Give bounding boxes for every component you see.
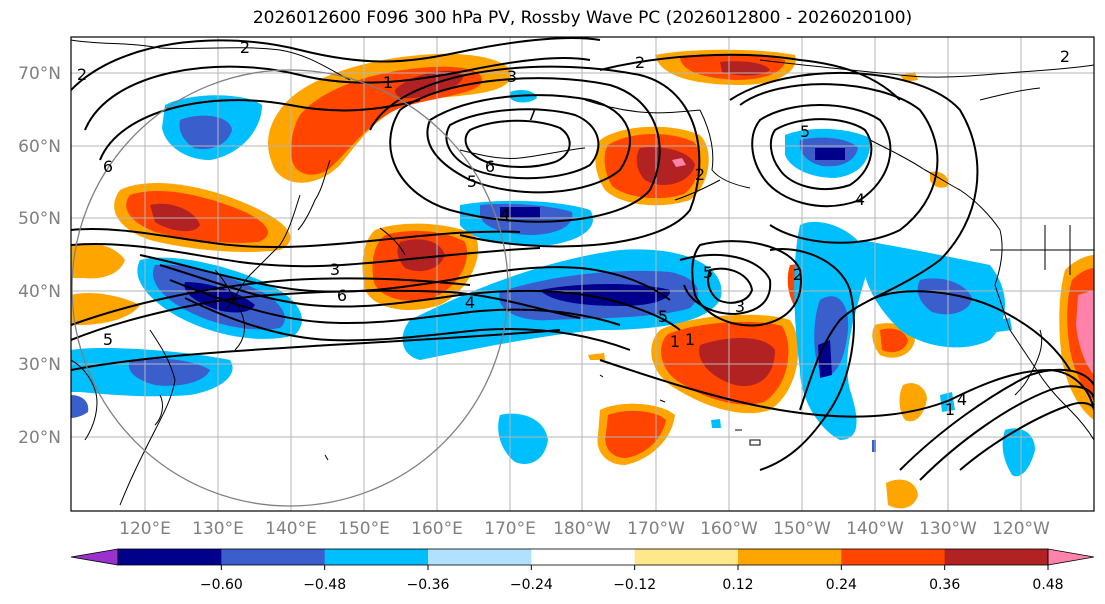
svg-text:7: 7: [527, 105, 537, 124]
svg-text:4: 4: [957, 390, 967, 409]
lon-label: 170°E: [484, 519, 536, 539]
svg-text:5: 5: [800, 122, 810, 141]
colorbar-tick-label: 0.48: [1032, 577, 1063, 593]
lon-label: 150°E: [338, 519, 390, 539]
svg-text:5: 5: [703, 263, 713, 282]
pv-contours: [71, 37, 1094, 481]
lon-label: 130°W: [919, 519, 977, 539]
colorbar-border: [117, 548, 1049, 566]
svg-text:6: 6: [485, 157, 495, 176]
lon-label: 160°E: [411, 519, 463, 539]
svg-text:3: 3: [330, 260, 340, 279]
colorbar-tick-label: −0.12: [613, 577, 656, 593]
colorbar-tick-label: 0.36: [929, 577, 960, 593]
lon-label: 120°E: [119, 519, 171, 539]
map-frame: [70, 36, 1095, 512]
colorbar-extend-high: [1047, 548, 1095, 566]
svg-text:4: 4: [500, 205, 510, 224]
lat-label: 70°N: [18, 64, 61, 84]
lon-label: 180°W: [553, 519, 611, 539]
colorbar-tick-label: −0.48: [303, 577, 346, 593]
svg-text:2: 2: [695, 165, 705, 184]
lon-label: 150°W: [773, 519, 831, 539]
lon-label: 160°W: [700, 519, 758, 539]
svg-text:2: 2: [77, 65, 87, 84]
svg-text:2: 2: [793, 265, 803, 284]
lon-label: 140°E: [265, 519, 317, 539]
colorbar: −0.60 −0.48 −0.36 −0.24 −0.12 0.12 0.24 0.36 0.4…: [70, 548, 1095, 593]
lon-label: 120°W: [992, 519, 1050, 539]
negative-anomalies: [71, 90, 1035, 477]
colorbar-tick-label: 0.24: [826, 577, 857, 593]
svg-text:4: 4: [855, 190, 865, 209]
colorbar-segment: [531, 549, 636, 565]
colorbar-tick-label: −0.36: [407, 577, 450, 593]
lon-label: 170°W: [627, 519, 685, 539]
svg-text:2: 2: [635, 53, 645, 72]
colorbar-segment: [634, 549, 739, 565]
svg-text:3: 3: [507, 67, 517, 86]
gridlines: [71, 37, 1094, 511]
svg-text:1: 1: [945, 400, 955, 419]
longitude-labels: 120°E 130°E 140°E 150°E 160°E 170°E 180°…: [119, 519, 1050, 539]
range-ring: [71, 69, 509, 507]
svg-text:5: 5: [658, 307, 668, 326]
lat-label: 40°N: [18, 282, 61, 302]
colorbar-segment: [428, 549, 532, 565]
latitude-labels: 70°N 60°N 50°N 40°N 30°N 20°N: [18, 64, 61, 448]
svg-text:5: 5: [103, 330, 113, 349]
svg-text:1: 1: [383, 73, 393, 92]
svg-text:6: 6: [337, 286, 347, 305]
lat-label: 20°N: [18, 428, 61, 448]
colorbar-tick-label: −0.60: [200, 577, 243, 593]
colorbar-segment: [944, 549, 1049, 565]
svg-text:4: 4: [465, 293, 475, 312]
colorbar-segment: [118, 549, 222, 565]
svg-text:3: 3: [735, 297, 745, 316]
colorbar-extend-low: [70, 548, 119, 566]
contour-labels: 2 2 1 3 2 7 6 5 4 5 6 5 4 3 4 5 6 3 2 5 …: [77, 38, 1070, 419]
svg-text:6: 6: [103, 157, 113, 176]
map-title: 2026012600 F096 300 hPa PV, Rossby Wave …: [252, 8, 913, 28]
svg-text:5: 5: [467, 172, 477, 191]
lat-label: 30°N: [18, 355, 61, 375]
lat-label: 50°N: [18, 209, 61, 229]
lon-label: 130°E: [192, 519, 244, 539]
lat-label: 60°N: [18, 137, 61, 157]
colorbar-tick-label: 0.12: [722, 577, 753, 593]
svg-text:1: 1: [685, 330, 695, 349]
svg-text:1: 1: [670, 332, 680, 351]
colorbar-segment: [324, 549, 429, 565]
colorbar-segment: [841, 549, 946, 565]
colorbar-tick-label: −0.24: [510, 577, 553, 593]
svg-text:2: 2: [240, 38, 250, 57]
lon-label: 140°W: [846, 519, 904, 539]
colorbar-segment: [221, 549, 326, 565]
svg-text:2: 2: [1060, 47, 1070, 66]
colorbar-segment: [738, 549, 842, 565]
